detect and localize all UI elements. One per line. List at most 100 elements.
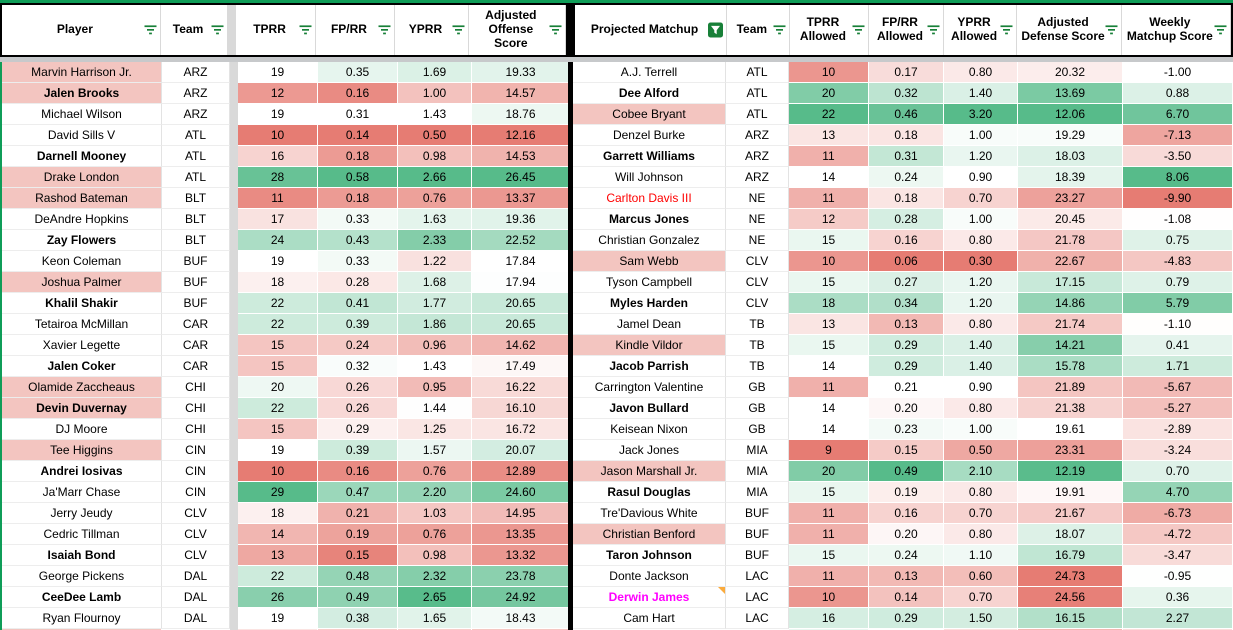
player-cell[interactable]: A.J. Terrell (573, 62, 726, 83)
team-cell[interactable]: MIA (726, 482, 789, 503)
team-cell[interactable]: CAR (162, 356, 230, 377)
player-cell[interactable]: DeAndre Hopkins (2, 209, 162, 230)
team-cell[interactable]: CLV (726, 293, 789, 314)
weekly-cell[interactable]: -3.50 (1123, 146, 1233, 167)
team-cell[interactable]: ARZ (726, 125, 789, 146)
adj_def-cell[interactable]: 14.21 (1018, 335, 1123, 356)
fprr_allowed-cell[interactable]: 0.16 (869, 503, 944, 524)
adj_off-cell[interactable]: 16.22 (472, 377, 568, 398)
team-cell[interactable]: CHI (162, 398, 230, 419)
player-cell[interactable]: CeeDee Lamb (2, 587, 162, 608)
tprr_allowed-cell[interactable]: 18 (789, 293, 869, 314)
fprr_allowed-cell[interactable]: 0.15 (869, 440, 944, 461)
player-cell[interactable]: Sam Webb (573, 251, 726, 272)
tprr-cell[interactable]: 18 (238, 272, 318, 293)
player-cell[interactable]: Rasul Douglas (573, 482, 726, 503)
yprr_allowed-cell[interactable]: 0.60 (944, 566, 1018, 587)
tprr-cell[interactable]: 26 (238, 587, 318, 608)
yprr_allowed-cell[interactable]: 1.40 (944, 356, 1018, 377)
player-cell[interactable]: Will Johnson (573, 167, 726, 188)
player-cell[interactable]: Carlton Davis III (573, 188, 726, 209)
fprr_allowed-cell[interactable]: 0.29 (869, 335, 944, 356)
adj_off-cell[interactable]: 13.37 (472, 188, 568, 209)
team-cell[interactable]: BLT (162, 188, 230, 209)
team-cell[interactable]: ATL (726, 104, 789, 125)
fprr_allowed-cell[interactable]: 0.17 (869, 62, 944, 83)
active-filter-icon[interactable] (707, 22, 723, 38)
yprr_allowed-cell[interactable]: 1.20 (944, 293, 1018, 314)
fprr_allowed-cell[interactable]: 0.18 (869, 188, 944, 209)
fprr-cell[interactable]: 0.26 (318, 377, 398, 398)
weekly-cell[interactable]: 8.06 (1123, 167, 1233, 188)
fprr_allowed-cell[interactable]: 0.16 (869, 230, 944, 251)
team-cell[interactable]: BLT (162, 209, 230, 230)
tprr_allowed-cell[interactable]: 11 (789, 377, 869, 398)
team-cell[interactable]: ARZ (726, 167, 789, 188)
team-cell[interactable]: BUF (726, 503, 789, 524)
team-cell[interactable]: GB (726, 398, 789, 419)
player-cell[interactable]: Jalen Coker (2, 356, 162, 377)
yprr_allowed-cell[interactable]: 0.70 (944, 503, 1018, 524)
fprr_allowed-cell[interactable]: 0.23 (869, 419, 944, 440)
tprr-cell[interactable]: 22 (238, 293, 318, 314)
team-cell[interactable]: ATL (162, 125, 230, 146)
weekly-cell[interactable]: 0.75 (1123, 230, 1233, 251)
adj_off-cell[interactable]: 17.84 (472, 251, 568, 272)
tprr_allowed-cell[interactable]: 20 (789, 461, 869, 482)
filter-icon[interactable] (299, 24, 312, 36)
team-cell[interactable]: CHI (162, 377, 230, 398)
tprr-cell[interactable]: 29 (238, 482, 318, 503)
filter-icon[interactable] (211, 24, 224, 36)
adj_def-cell[interactable]: 18.39 (1018, 167, 1123, 188)
header-yprr_allowed[interactable]: YPRR Allowed (943, 5, 1018, 55)
adj_def-cell[interactable]: 20.32 (1018, 62, 1123, 83)
adj_def-cell[interactable]: 12.06 (1018, 104, 1123, 125)
adj_def-cell[interactable]: 21.38 (1018, 398, 1123, 419)
yprr_allowed-cell[interactable]: 0.80 (944, 314, 1018, 335)
tprr-cell[interactable]: 28 (238, 167, 318, 188)
adj_def-cell[interactable]: 13.69 (1018, 83, 1123, 104)
team-cell[interactable]: CAR (162, 314, 230, 335)
player-cell[interactable]: Dee Alford (573, 83, 726, 104)
player-cell[interactable]: Christian Benford (573, 524, 726, 545)
tprr_allowed-cell[interactable]: 13 (789, 314, 869, 335)
team-cell[interactable]: BUF (726, 545, 789, 566)
player-cell[interactable]: Drake London (2, 167, 162, 188)
tprr-cell[interactable]: 19 (238, 608, 318, 629)
weekly-cell[interactable]: 4.70 (1123, 482, 1233, 503)
player-cell[interactable]: Jerry Jeudy (2, 503, 162, 524)
tprr-cell[interactable]: 24 (238, 230, 318, 251)
adj_off-cell[interactable]: 20.65 (472, 293, 568, 314)
team-cell[interactable]: BLT (162, 230, 230, 251)
adj_off-cell[interactable]: 16.10 (472, 398, 568, 419)
adj_def-cell[interactable]: 19.61 (1018, 419, 1123, 440)
team-cell[interactable]: CIN (162, 482, 230, 503)
player-cell[interactable]: Tee Higgins (2, 440, 162, 461)
yprr_allowed-cell[interactable]: 1.00 (944, 209, 1018, 230)
team-cell[interactable]: BUF (162, 293, 230, 314)
team-cell[interactable]: BUF (162, 251, 230, 272)
adj_def-cell[interactable]: 23.31 (1018, 440, 1123, 461)
tprr-cell[interactable]: 15 (238, 356, 318, 377)
player-cell[interactable]: Carrington Valentine (573, 377, 726, 398)
yprr_allowed-cell[interactable]: 1.20 (944, 146, 1018, 167)
tprr_allowed-cell[interactable]: 11 (789, 503, 869, 524)
weekly-cell[interactable]: 0.88 (1123, 83, 1233, 104)
header-fprr_allowed[interactable]: FP/RR Allowed (869, 5, 944, 55)
fprr_allowed-cell[interactable]: 0.34 (869, 293, 944, 314)
fprr_allowed-cell[interactable]: 0.18 (869, 125, 944, 146)
adj_def-cell[interactable]: 18.03 (1018, 146, 1123, 167)
filter-icon[interactable] (452, 24, 465, 36)
yprr-cell[interactable]: 1.03 (398, 503, 472, 524)
weekly-cell[interactable]: 2.27 (1123, 608, 1233, 629)
tprr_allowed-cell[interactable]: 14 (789, 356, 869, 377)
fprr_allowed-cell[interactable]: 0.06 (869, 251, 944, 272)
fprr_allowed-cell[interactable]: 0.28 (869, 209, 944, 230)
player-cell[interactable]: Myles Harden (573, 293, 726, 314)
adj_off-cell[interactable]: 24.92 (472, 587, 568, 608)
player-cell[interactable]: Tyson Campbell (573, 272, 726, 293)
fprr-cell[interactable]: 0.43 (318, 230, 398, 251)
player-cell[interactable]: Jason Marshall Jr. (573, 461, 726, 482)
header-team[interactable]: Team (726, 5, 790, 55)
yprr_allowed-cell[interactable]: 1.20 (944, 272, 1018, 293)
